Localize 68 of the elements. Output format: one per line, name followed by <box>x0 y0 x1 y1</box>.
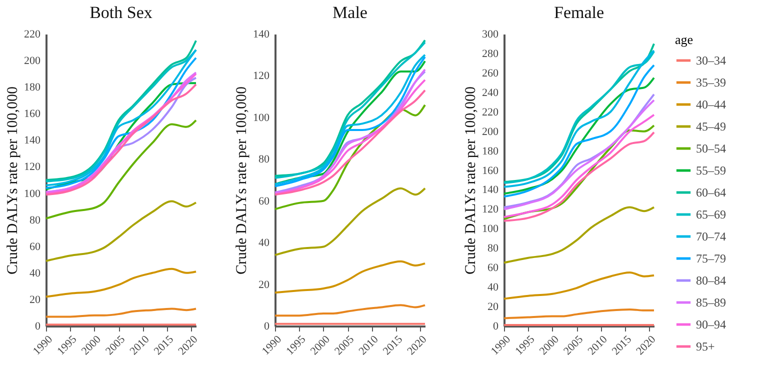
line-series <box>274 260 426 294</box>
y-tick-label: 40 <box>258 237 270 250</box>
y-tick-label: 260 <box>482 67 499 80</box>
legend-label: 70–74 <box>696 230 726 244</box>
y-tick-label: 200 <box>482 126 499 138</box>
y-tick-label: 80 <box>258 154 270 166</box>
y-tick-label: 120 <box>482 204 499 216</box>
legend-label: 45–49 <box>696 120 726 134</box>
line-series <box>274 187 426 256</box>
y-tick-label: 280 <box>482 48 499 60</box>
y-tick-label: 100 <box>482 223 499 236</box>
line-series <box>45 200 197 262</box>
y-tick-label: 20 <box>30 294 41 306</box>
chart-title: Male <box>332 3 368 22</box>
y-tick-label: 40 <box>30 267 41 280</box>
legend-title: age <box>675 32 694 47</box>
line-series <box>274 104 426 210</box>
legend-label: 95+ <box>696 340 715 354</box>
y-tick-label: 20 <box>488 301 499 314</box>
y-tick-label: 0 <box>35 320 41 332</box>
chart-title: Both Sex <box>90 3 153 22</box>
y-axis-title: Crude DALYs rate per 100,000 <box>463 86 479 275</box>
legend-label: 85–89 <box>696 296 726 310</box>
y-tick-label: 120 <box>253 70 270 82</box>
y-tick-label: 140 <box>24 134 41 147</box>
line-series <box>45 268 197 298</box>
y-tick-label: 200 <box>24 55 41 68</box>
legend-label: 50–54 <box>696 142 726 156</box>
y-axis-title: Crude DALYs rate per 100,000 <box>5 86 21 275</box>
y-tick-label: 80 <box>30 214 41 226</box>
legend-label: 65–69 <box>696 208 726 222</box>
legend-label: 60–64 <box>696 186 726 200</box>
line-series <box>503 206 655 264</box>
legend-label: 55–59 <box>696 164 726 178</box>
y-tick-label: 0 <box>264 320 270 332</box>
y-tick-label: 220 <box>482 106 499 118</box>
y-tick-label: 140 <box>253 28 270 40</box>
y-axis-title: Crude DALYs rate per 100,000 <box>234 86 250 275</box>
line-series <box>503 308 655 320</box>
line-series <box>274 304 426 317</box>
y-tick-label: 20 <box>258 278 270 291</box>
y-tick-label: 100 <box>24 188 41 200</box>
legend-label: 40–44 <box>696 98 726 112</box>
y-tick-label: 160 <box>24 108 41 120</box>
legend-label: 80–84 <box>696 274 726 288</box>
y-tick-label: 80 <box>488 242 499 255</box>
y-tick-label: 60 <box>30 240 41 253</box>
y-tick-label: 100 <box>253 112 270 124</box>
y-tick-label: 180 <box>482 145 499 158</box>
y-tick-label: 0 <box>493 320 499 332</box>
y-tick-label: 220 <box>24 28 41 40</box>
legend-label: 35–39 <box>696 76 726 90</box>
chart-title: Female <box>554 3 604 22</box>
legend-label: 75–79 <box>696 252 726 266</box>
y-tick-label: 120 <box>24 161 41 174</box>
line-series <box>45 308 197 318</box>
y-tick-label: 60 <box>488 262 499 274</box>
y-tick-label: 60 <box>258 195 270 208</box>
y-tick-label: 300 <box>482 28 499 40</box>
line-series <box>503 271 655 300</box>
legend-label: 90–94 <box>696 318 726 332</box>
y-tick-label: 40 <box>488 282 499 294</box>
y-tick-label: 240 <box>482 86 499 99</box>
y-tick-label: 140 <box>482 184 499 196</box>
y-tick-label: 180 <box>24 82 41 94</box>
legend-label: 30–34 <box>696 54 726 68</box>
y-tick-label: 160 <box>482 164 499 177</box>
line-series <box>45 119 197 220</box>
